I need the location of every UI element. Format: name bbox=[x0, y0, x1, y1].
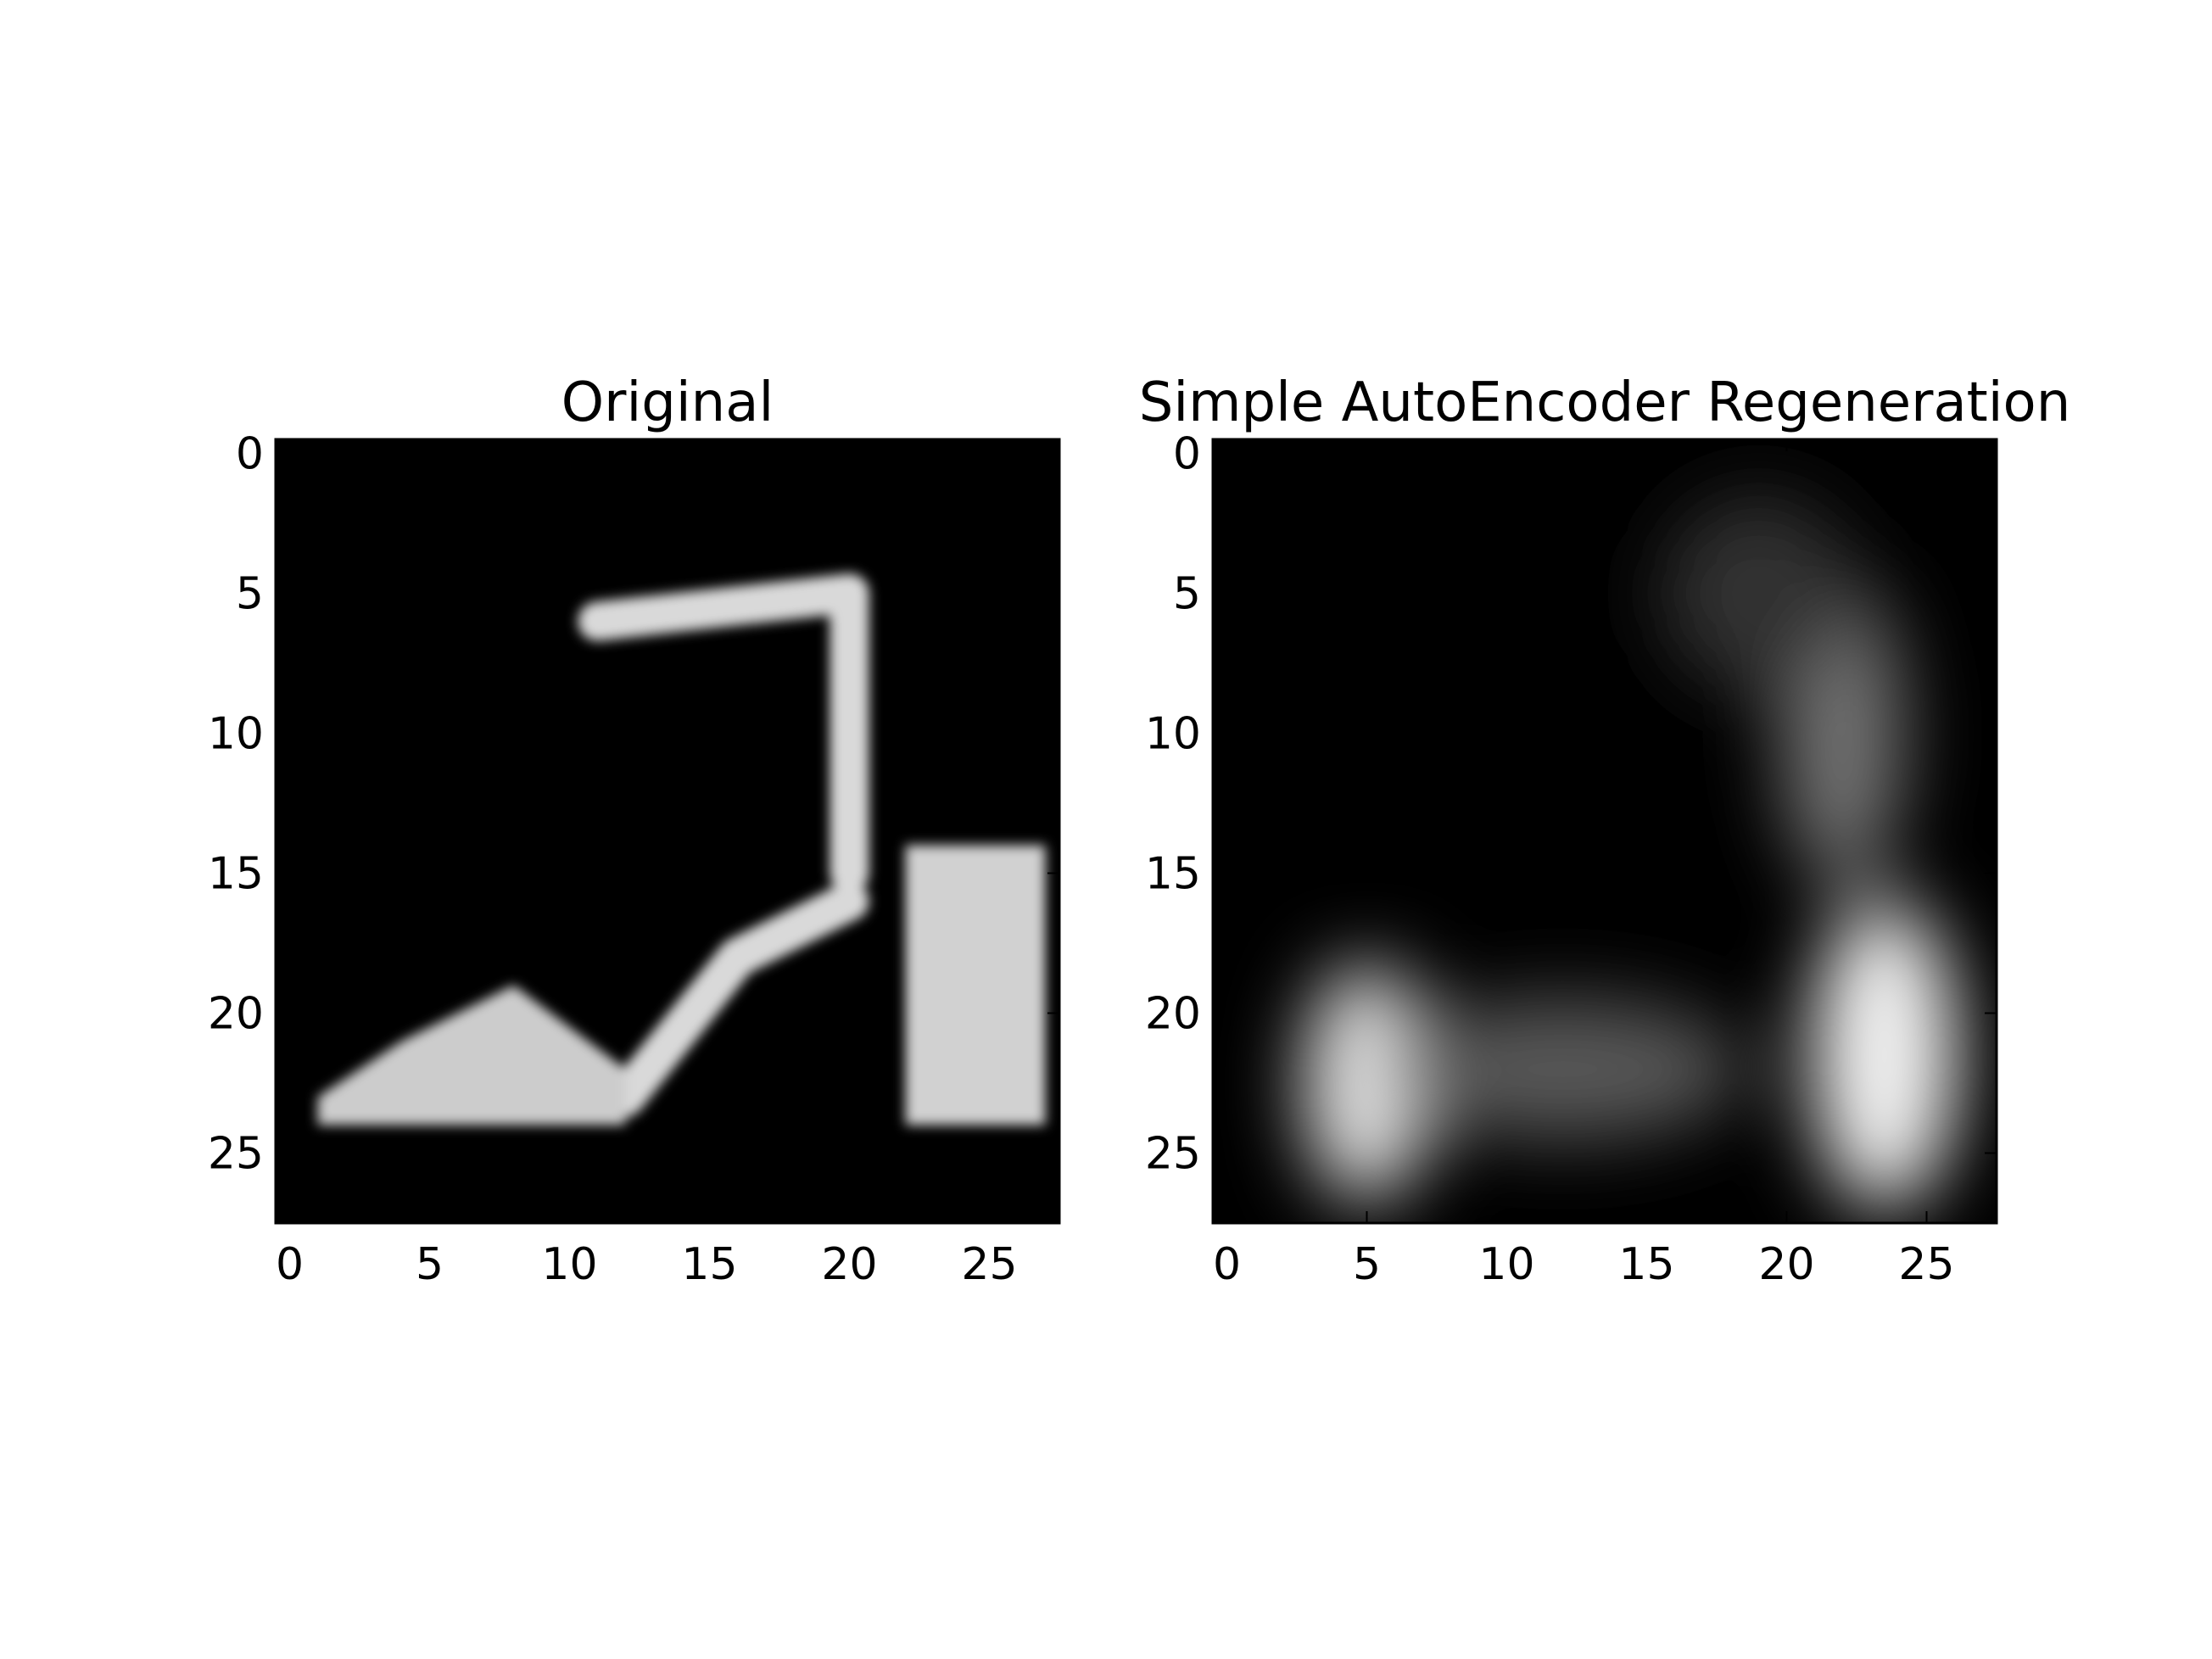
original-y-tick-label-25: 25 bbox=[208, 1129, 264, 1180]
panel-title-regeneration: Simple AutoEncoder Regeneration bbox=[1139, 371, 2071, 434]
original-y-tick-label-10: 10 bbox=[208, 709, 264, 760]
regeneration-x-tick-label-10: 10 bbox=[1478, 1239, 1534, 1290]
original-x-tick-label-10: 10 bbox=[541, 1239, 597, 1290]
regeneration-x-tick-label-0: 0 bbox=[1213, 1239, 1241, 1290]
original-y-tick-label-0: 0 bbox=[236, 429, 264, 480]
original-bright-region-4 bbox=[317, 985, 626, 1126]
original-bright-region-0 bbox=[578, 573, 869, 641]
image-marks-original bbox=[317, 573, 1046, 1126]
original-bright-region-2 bbox=[905, 845, 1046, 1126]
axes-frame-original bbox=[274, 438, 1061, 1225]
ticks-original: 0 5 10 15 20 25 0 5 10 15 20 25 bbox=[208, 429, 1059, 1290]
regeneration-bright-region-0 bbox=[1304, 965, 1429, 1201]
original-x-tick-label-15: 15 bbox=[681, 1239, 737, 1290]
regeneration-y-tick-label-25: 25 bbox=[1145, 1129, 1201, 1180]
regeneration-y-tick-label-20: 20 bbox=[1145, 989, 1201, 1040]
regeneration-x-tick-label-15: 15 bbox=[1618, 1239, 1674, 1290]
original-y-tick-label-5: 5 bbox=[236, 569, 264, 620]
original-y-tick-label-20: 20 bbox=[208, 989, 264, 1040]
regeneration-y-tick-label-15: 15 bbox=[1145, 849, 1201, 900]
regeneration-bright-region-3 bbox=[1381, 999, 1745, 1139]
original-x-tick-label-20: 20 bbox=[821, 1239, 877, 1290]
regeneration-y-tick-label-5: 5 bbox=[1173, 569, 1201, 620]
regeneration-x-tick-label-20: 20 bbox=[1758, 1239, 1814, 1290]
regeneration-bright-region-4 bbox=[1661, 495, 1857, 691]
axes-frame-regeneration bbox=[1211, 438, 1998, 1225]
regeneration-y-tick-label-0: 0 bbox=[1173, 429, 1201, 480]
original-x-tick-label-25: 25 bbox=[961, 1239, 1017, 1290]
original-x-tick-label-5: 5 bbox=[416, 1239, 444, 1290]
ticks-regeneration: 0 5 10 15 20 25 0 5 10 15 20 25 bbox=[1145, 429, 1997, 1290]
regeneration-x-tick-label-25: 25 bbox=[1898, 1239, 1954, 1290]
original-bright-region-3 bbox=[606, 881, 869, 1117]
original-image-panel: Original 0 5 10 15 20 25 0 5 10 15 20 25 bbox=[208, 371, 1061, 1290]
panel-title-original: Original bbox=[561, 371, 774, 434]
original-y-tick-label-15: 15 bbox=[208, 849, 264, 900]
regeneration-y-tick-label-10: 10 bbox=[1145, 709, 1201, 760]
image-marks-regeneration bbox=[1304, 495, 1958, 1209]
regeneration-bright-region-1 bbox=[1812, 901, 1958, 1209]
original-x-tick-label-0: 0 bbox=[276, 1239, 304, 1290]
regeneration-image-panel: Simple AutoEncoder Regeneration 0 5 10 15 20… bbox=[1139, 371, 2071, 1290]
regeneration-x-tick-label-5: 5 bbox=[1353, 1239, 1381, 1290]
